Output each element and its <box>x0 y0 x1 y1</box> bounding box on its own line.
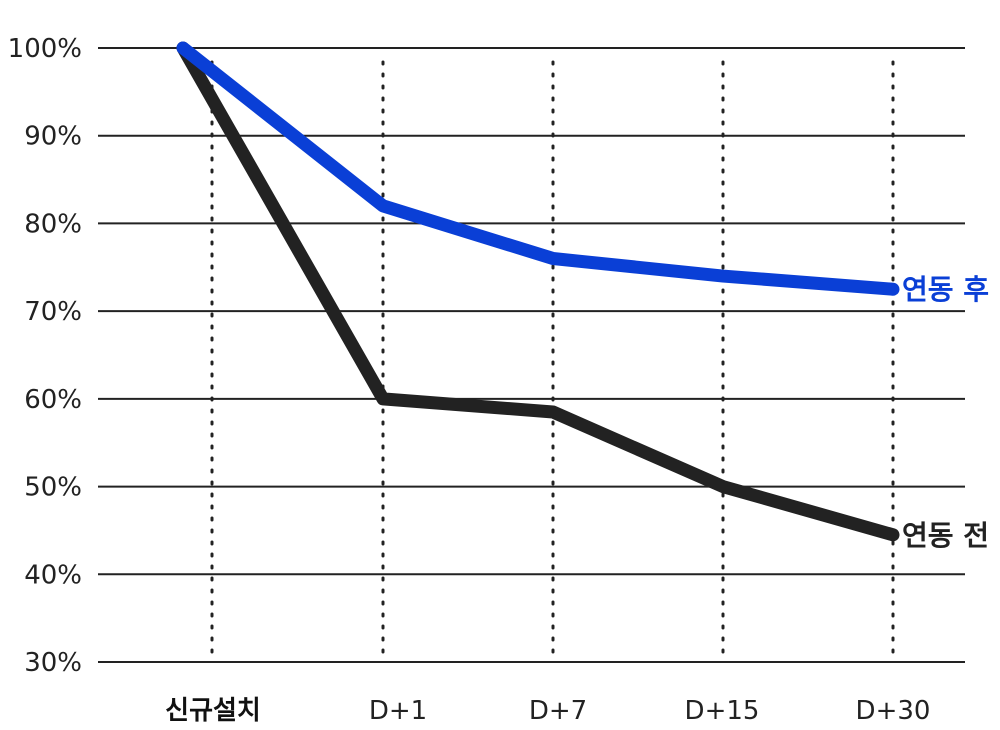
series-lines <box>176 41 900 542</box>
y-tick-label: 60% <box>24 385 82 415</box>
series-label: 연동 전 <box>902 519 989 552</box>
series-labels: 연동 후연동 전 <box>902 273 989 552</box>
x-tick-label: D+7 <box>529 696 587 726</box>
y-tick-label: 80% <box>24 209 82 239</box>
series-label: 연동 후 <box>902 273 989 306</box>
x-tick-label: 신규설치 <box>165 696 261 726</box>
y-tick-label: 40% <box>24 560 82 590</box>
x-tick-label: D+30 <box>856 696 931 726</box>
y-tick-label: 50% <box>24 473 82 503</box>
vertical-gridlines <box>210 60 895 654</box>
x-tick-label: D+1 <box>369 696 427 726</box>
series-line <box>176 41 900 296</box>
horizontal-gridlines <box>98 47 965 663</box>
x-axis-category-labels: 신규설치 D+1 D+7 D+15 D+30 <box>165 696 930 726</box>
y-tick-label: 100% <box>8 34 82 64</box>
x-tick-label: D+15 <box>685 696 760 726</box>
y-tick-label: 70% <box>24 297 82 327</box>
y-axis-tick-labels: 100% 90% 80% 70% 60% 50% 40% 30% <box>8 34 82 678</box>
y-tick-label: 30% <box>24 648 82 678</box>
series-line <box>176 41 900 542</box>
y-tick-label: 90% <box>24 122 82 152</box>
